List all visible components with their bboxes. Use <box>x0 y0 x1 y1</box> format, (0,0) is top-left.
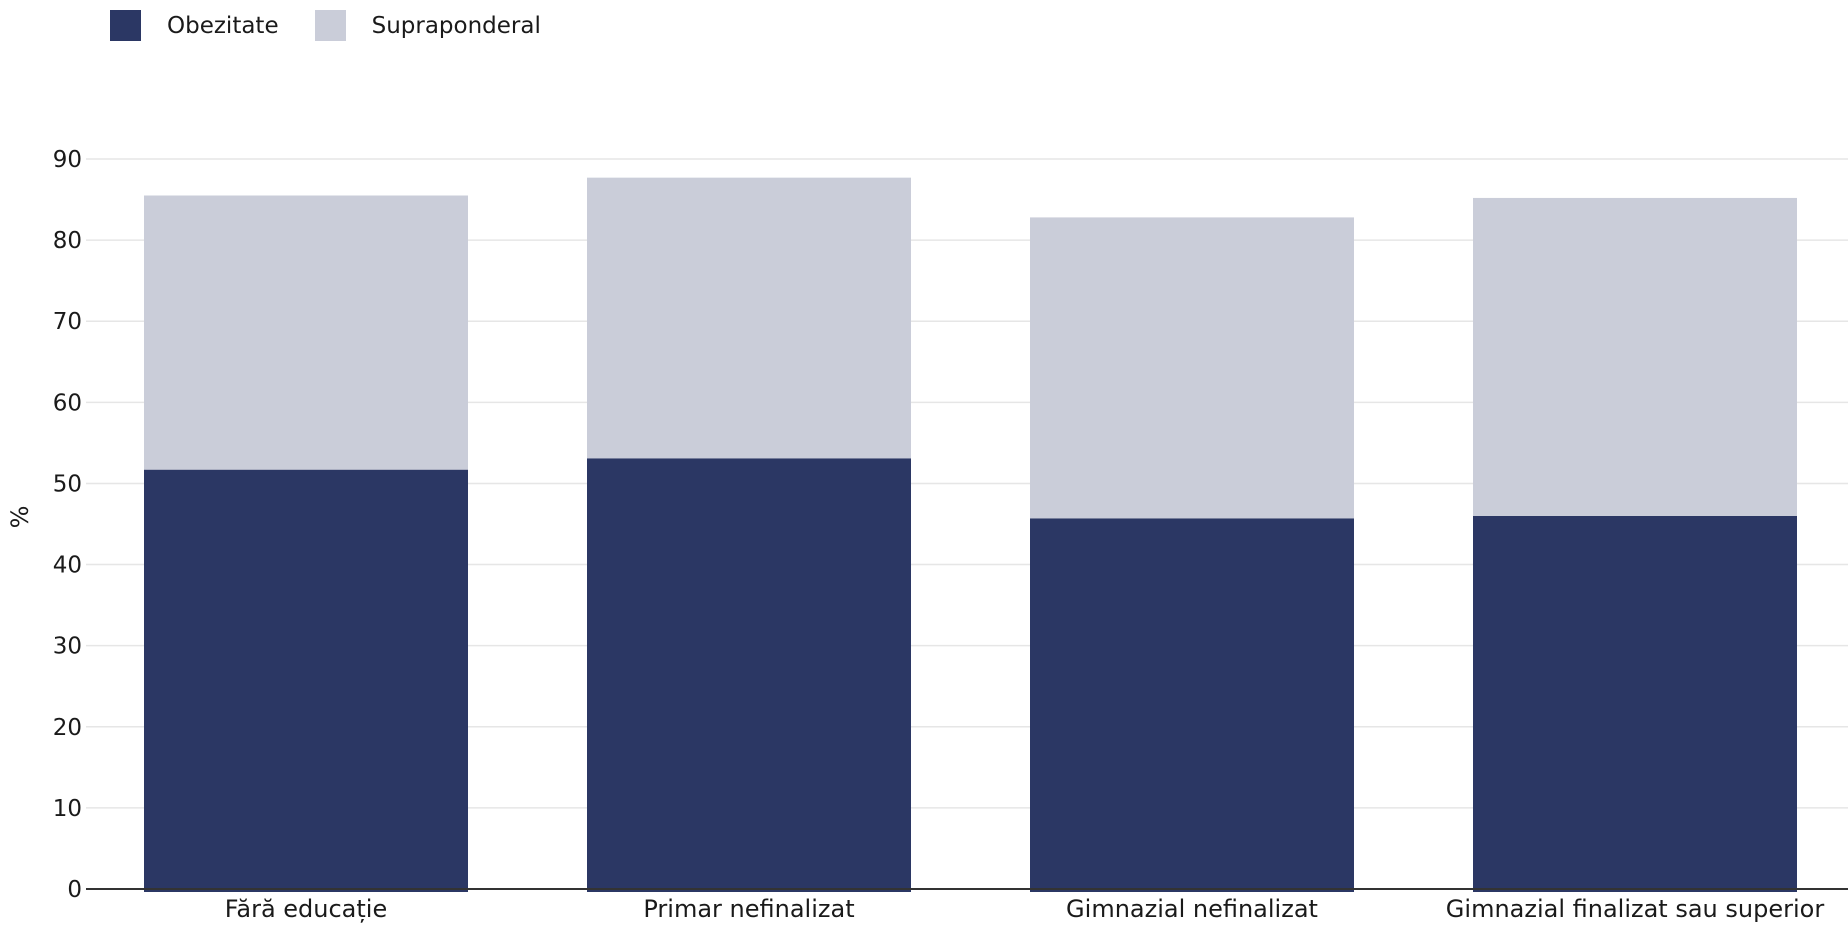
bar-supraponderal-2 <box>587 177 911 459</box>
y-tick-label-40: 40 <box>53 553 82 579</box>
y-tick-label-90: 90 <box>53 147 82 173</box>
y-tick-label-0: 0 <box>67 877 82 903</box>
y-axis-label: % <box>6 506 34 529</box>
legend: Obezitate Supraponderal <box>110 10 577 41</box>
x-tick-label-4: Gimnazial finalizat sau superior <box>1446 895 1825 923</box>
bar-obezitate-3 <box>1030 518 1354 892</box>
y-tick-label-80: 80 <box>53 228 82 254</box>
x-tick-label-3: Gimnazial nefinalizat <box>1066 895 1318 923</box>
legend-item-obezitate: Obezitate <box>110 10 279 41</box>
y-tick-label-10: 10 <box>53 796 82 822</box>
x-tick-label-1: Fără educație <box>225 895 387 923</box>
legend-item-supraponderal: Supraponderal <box>314 10 541 41</box>
legend-label-obezitate: Obezitate <box>167 12 279 39</box>
axes: 0 10 20 30 40 50 60 70 80 90 Fără educație Primar n… <box>53 147 1848 923</box>
x-tick-label-2: Primar nefinalizat <box>643 895 854 923</box>
bar-obezitate-1 <box>144 469 468 892</box>
legend-label-supraponderal: Supraponderal <box>371 12 541 39</box>
y-tick-label-50: 50 <box>53 471 82 497</box>
bars <box>144 177 1797 892</box>
y-tick-label-30: 30 <box>53 634 82 660</box>
y-tick-label-60: 60 <box>53 390 82 416</box>
bar-obezitate-4 <box>1473 515 1797 892</box>
bar-supraponderal-4 <box>1473 197 1797 516</box>
bar-obezitate-2 <box>587 458 911 892</box>
legend-swatch-obezitate <box>110 10 141 41</box>
y-tick-label-70: 70 <box>53 309 82 335</box>
y-tick-label-20: 20 <box>53 715 82 741</box>
bar-supraponderal-3 <box>1030 217 1354 519</box>
bar-supraponderal-1 <box>144 195 468 470</box>
legend-swatch-supraponderal <box>314 10 346 41</box>
